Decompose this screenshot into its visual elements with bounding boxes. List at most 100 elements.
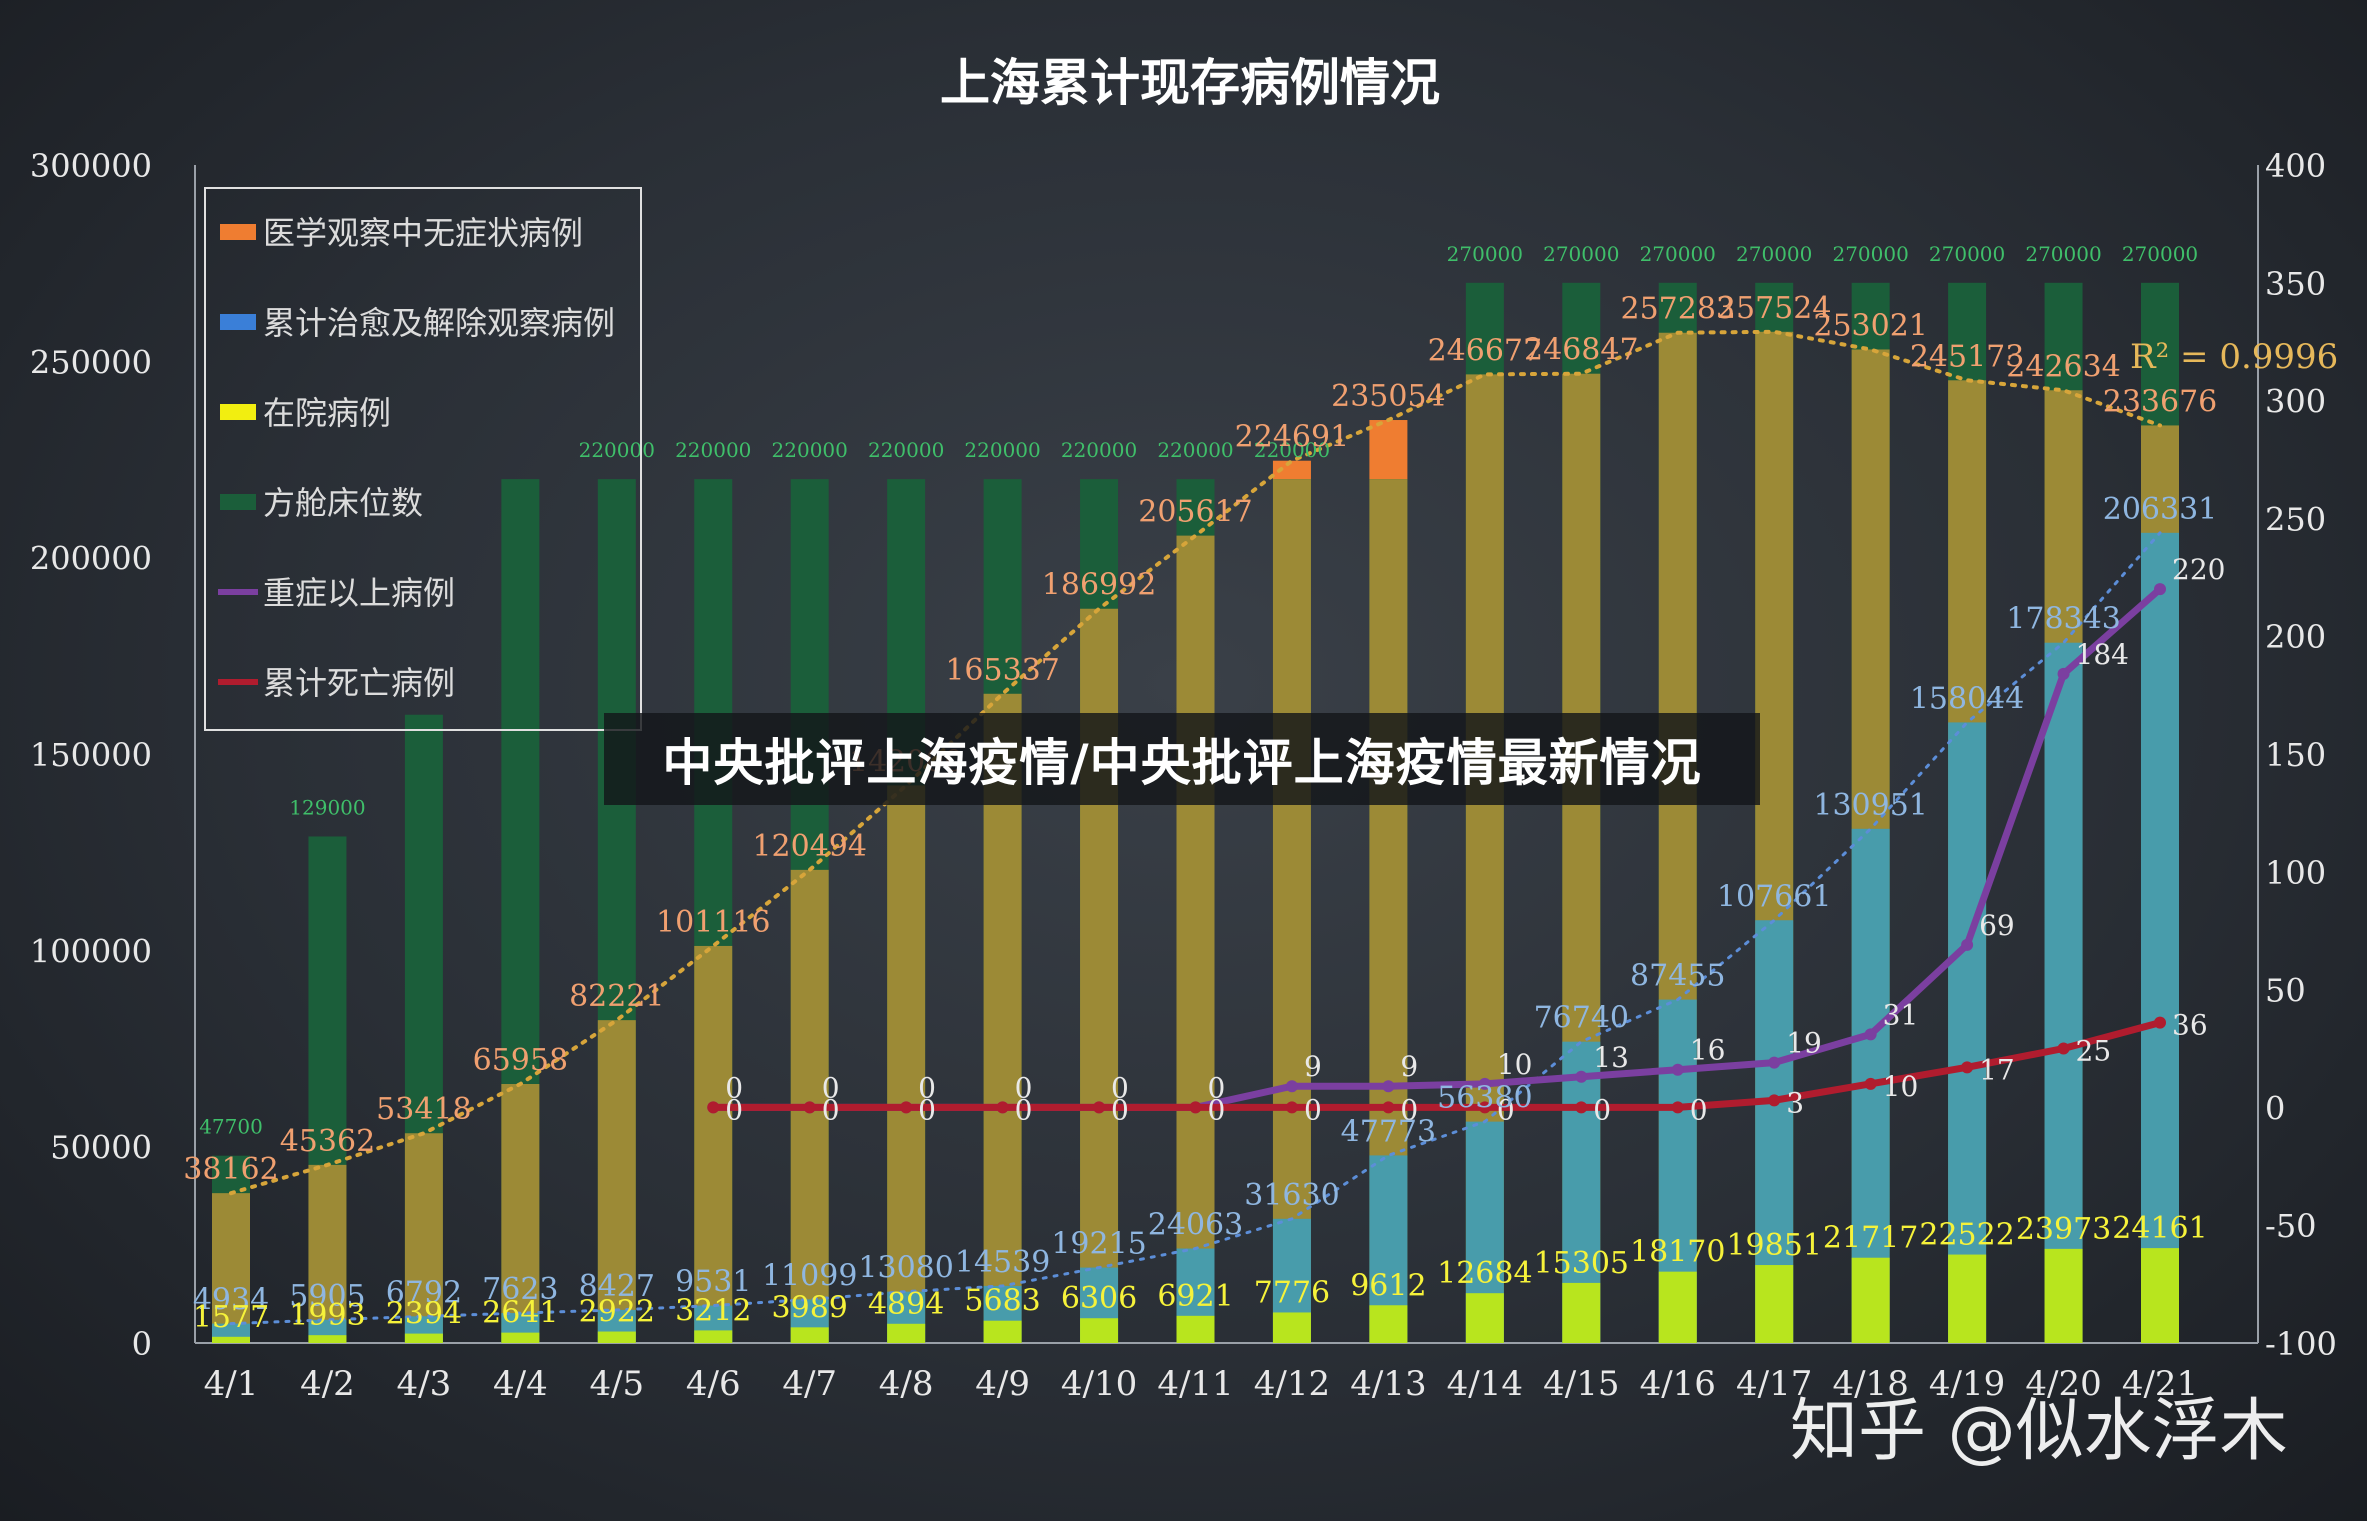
legend-swatch [220, 494, 256, 510]
cured-value-label: 11099 [762, 1258, 857, 1293]
bed-value-label: 270000 [2122, 242, 2198, 266]
deaths-point [1382, 1101, 1395, 1114]
hospital-value-label: 5683 [964, 1284, 1040, 1319]
deaths-value-label: 10 [1883, 1070, 1919, 1103]
chart-legend: 医学观察中无症状病例累计治愈及解除观察病例在院病例方舱床位数重症以上病例累计死亡… [204, 187, 642, 731]
hospital-bar [694, 1330, 733, 1343]
severe-cases-value-label: 184 [2076, 638, 2129, 671]
bed-value-label: 270000 [1640, 242, 1716, 266]
asymptomatic-value-label: 101116 [656, 905, 771, 940]
bed-value-label: 129000 [289, 795, 365, 819]
deaths-value-label: 0 [1015, 1093, 1033, 1126]
hospital-value-label: 12684 [1437, 1256, 1532, 1291]
asymptomatic-value-label: 257283 [1620, 292, 1735, 327]
y-left-tick-label: 250000 [30, 343, 152, 381]
bed-value-label: 270000 [1543, 242, 1619, 266]
bed-value-label: 270000 [1736, 242, 1812, 266]
asymptomatic-value-label: 246677 [1428, 333, 1543, 368]
cured-value-label: 4934 [193, 1283, 269, 1318]
x-tick-label: 4/18 [1832, 1364, 1908, 1404]
y-right-tick-label: 150 [2265, 736, 2326, 774]
asymptomatic-bar [694, 945, 733, 1343]
asymptomatic-value-label: 82221 [569, 979, 664, 1014]
deaths-value-label: 17 [1979, 1053, 2015, 1086]
severe-cases-point [1864, 1028, 1877, 1041]
hospital-value-label: 2641 [482, 1296, 558, 1331]
bed-value-label: 220000 [1254, 438, 1330, 462]
asymptomatic-bar [1176, 535, 1215, 1343]
deaths-value-label: 0 [1593, 1093, 1611, 1126]
deaths-point [1768, 1094, 1781, 1107]
hospital-bar [1369, 1305, 1408, 1343]
y-left-tick-label: 200000 [30, 540, 152, 578]
hospital-bar [1851, 1257, 1890, 1343]
hospital-bar [790, 1327, 829, 1343]
x-tick-label: 4/6 [686, 1364, 741, 1404]
legend-label: 医学观察中无症状病例 [263, 214, 583, 252]
severe-cases-point [1478, 1077, 1491, 1090]
asymptomatic-value-label: 38162 [183, 1152, 278, 1187]
cured-value-label: 19215 [1051, 1227, 1146, 1262]
severe-cases-value-label: 0 [822, 1071, 840, 1104]
hospital-value-label: 9612 [1350, 1268, 1426, 1303]
hospital-bar [597, 1331, 636, 1343]
hospital-value-label: 6921 [1157, 1279, 1233, 1314]
asymptomatic-value-label: 65958 [473, 1043, 568, 1078]
bed-value-label: 220000 [772, 438, 848, 462]
deaths-point [1285, 1101, 1298, 1114]
y-left-tick-label: 300000 [30, 147, 152, 185]
y-right-tick-label: 100 [2265, 854, 2326, 892]
asymptomatic-bar [597, 1020, 636, 1343]
severe-cases-value-label: 16 [1690, 1034, 1726, 1067]
y-right-tick-label: 400 [2265, 147, 2326, 185]
asymptomatic-bar [887, 785, 926, 1343]
hospital-value-label: 1993 [289, 1298, 365, 1333]
cured-bar [1948, 722, 1987, 1343]
y-right-tick-label: -50 [2265, 1207, 2317, 1245]
hospital-value-label: 22522 [1919, 1218, 2014, 1253]
hospital-value-label: 19851 [1726, 1228, 1821, 1263]
cured-value-label: 9531 [675, 1265, 751, 1300]
headline-text: 中央批评上海疫情/中央批评上海疫情最新情况 [662, 734, 1702, 792]
asymptomatic-value-label: 224691 [1235, 420, 1350, 455]
deaths-value-label: 0 [918, 1093, 936, 1126]
asymptomatic-bar [212, 1193, 250, 1343]
severe-cases-point [1382, 1080, 1395, 1093]
cured-bar [2141, 532, 2179, 1343]
bed-value-label: 220000 [1061, 438, 1137, 462]
severe-cases-value-label: 0 [1015, 1071, 1033, 1104]
hospital-bar [983, 1320, 1022, 1343]
y-right-tick-label: 250 [2265, 500, 2326, 538]
asymptomatic-value-label: 235054 [1331, 379, 1446, 414]
severe-cases-line [713, 586, 2163, 1111]
x-tick-label: 4/4 [493, 1364, 548, 1404]
asymptomatic-value-label: 165337 [945, 653, 1060, 688]
hospital-value-label: 2922 [579, 1295, 655, 1330]
legend-label: 累计治愈及解除观察病例 [263, 304, 615, 342]
asymptomatic-overflow-bar [1369, 420, 1408, 480]
x-tick-label: 4/17 [1736, 1364, 1812, 1404]
hospital-value-label: 18170 [1630, 1235, 1725, 1270]
x-tick-label: 4/9 [975, 1364, 1030, 1404]
hospital-bar [1755, 1265, 1794, 1343]
severe-cases-point [1671, 1063, 1684, 1076]
asymptomatic-bar [404, 1133, 443, 1343]
bed-value-label: 270000 [1929, 242, 2005, 266]
severe-cases-value-label: 0 [1208, 1071, 1226, 1104]
chart-title: 上海累计现存病例情况 [940, 54, 1440, 112]
bed-value-label: 220000 [868, 438, 944, 462]
y-left-tick-label: 150000 [30, 736, 152, 774]
deaths-point [900, 1101, 913, 1114]
asymptomatic-value-label: 253021 [1813, 308, 1928, 343]
hospital-value-label: 6306 [1061, 1281, 1137, 1316]
x-tick-label: 4/5 [589, 1364, 644, 1404]
y-left-tick-label: 100000 [30, 932, 152, 970]
severe-cases-point [2057, 667, 2070, 680]
y-right-tick-label: 50 [2265, 972, 2306, 1010]
hospital-value-label: 7776 [1254, 1275, 1330, 1310]
hospital-bar [2044, 1248, 2083, 1343]
x-tick-label: 4/20 [2025, 1364, 2101, 1404]
severe-cases-value-label: 9 [1304, 1050, 1322, 1083]
